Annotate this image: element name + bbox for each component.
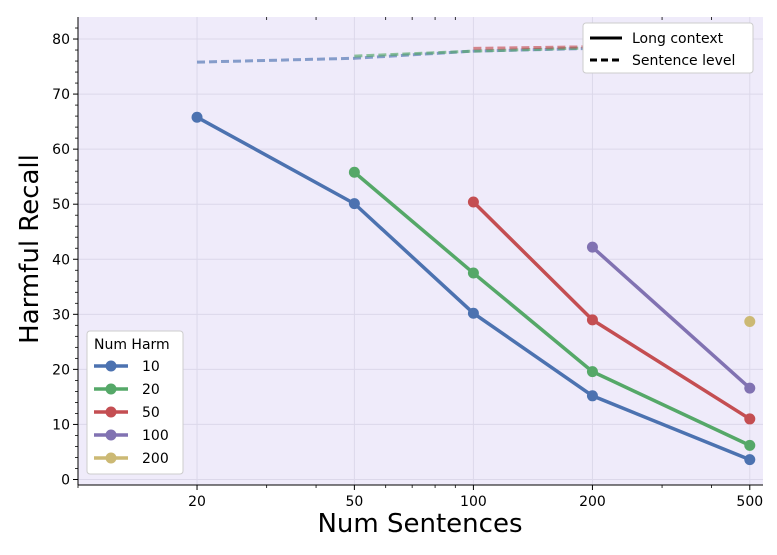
y-tick-label: 70 [52, 87, 70, 103]
data-point-20 [467, 267, 479, 279]
x-tick-label: 50 [345, 494, 363, 510]
legend-sentence-level-label: Sentence level [632, 53, 735, 69]
data-point-50 [586, 314, 598, 326]
y-tick-label: 0 [61, 472, 70, 488]
y-tick-label: 50 [52, 197, 70, 213]
plot-background [78, 17, 763, 485]
y-axis-label: Harmful Recall [15, 154, 45, 344]
data-point-50 [467, 196, 479, 208]
y-tick-label: 40 [52, 252, 70, 268]
legend-label-50: 50 [142, 405, 160, 421]
style-legend: Long context Sentence level [582, 22, 754, 74]
legend-label-100: 100 [142, 428, 169, 444]
data-point-10 [467, 307, 479, 319]
data-point-10 [744, 454, 756, 466]
legend-marker-200 [105, 452, 117, 464]
x-tick-label: 100 [460, 494, 487, 510]
num-harm-legend-title: Num Harm [94, 337, 170, 353]
num-harm-legend: Num Harm 10 20 50 100 200 [86, 330, 184, 475]
legend-marker-20 [105, 383, 117, 395]
axes [73, 17, 763, 490]
data-point-20 [348, 166, 360, 178]
data-point-10 [191, 111, 203, 123]
legend-marker-100 [105, 429, 117, 441]
data-point-20 [586, 366, 598, 378]
data-point-20 [744, 439, 756, 451]
y-tick-label: 10 [52, 417, 70, 433]
data-point-200 [744, 315, 756, 327]
data-point-10 [348, 198, 360, 210]
grid-lines [78, 17, 763, 485]
data-point-50 [744, 413, 756, 425]
legend-long-context-label: Long context [632, 31, 724, 47]
x-tick-label: 20 [188, 494, 206, 510]
y-tick-label: 20 [52, 362, 70, 378]
style-legend-box [582, 22, 754, 74]
legend-marker-50 [105, 406, 117, 418]
data-point-100 [586, 241, 598, 253]
x-tick-label: 500 [736, 494, 763, 510]
x-tick-label: 200 [579, 494, 606, 510]
y-tick-label: 30 [52, 307, 70, 323]
long-context-lines [191, 111, 756, 466]
y-tick-label: 60 [52, 142, 70, 158]
legend-label-20: 20 [142, 382, 160, 398]
long-context-line-20 [353, 170, 751, 447]
data-point-100 [744, 382, 756, 394]
long-context-line-100 [591, 245, 751, 390]
legend-marker-10 [105, 360, 117, 372]
legend-label-10: 10 [142, 359, 160, 375]
data-point-10 [586, 390, 598, 402]
tick-labels: 0 10 20 30 40 50 60 70 80 20 50 100 200 500 [52, 32, 763, 510]
x-axis-label: Num Sentences [317, 509, 522, 539]
legend-label-200: 200 [142, 451, 169, 467]
y-tick-label: 80 [52, 32, 70, 48]
